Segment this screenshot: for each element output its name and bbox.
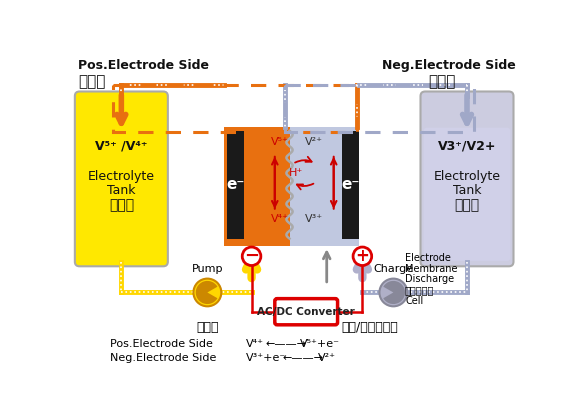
Text: H⁺: H⁺ — [289, 168, 304, 178]
Text: Pump: Pump — [192, 265, 223, 275]
Text: ←——→: ←——→ — [282, 353, 324, 363]
FancyBboxPatch shape — [421, 92, 514, 266]
Text: Electrode: Electrode — [405, 253, 451, 263]
Text: V⁴⁺: V⁴⁺ — [246, 339, 264, 349]
FancyBboxPatch shape — [424, 128, 510, 261]
Text: V²⁺: V²⁺ — [305, 137, 323, 147]
FancyBboxPatch shape — [78, 116, 165, 261]
Bar — [227, 131, 244, 238]
Text: V²⁺: V²⁺ — [317, 353, 335, 363]
Text: V⁵⁺+e⁻: V⁵⁺+e⁻ — [300, 339, 340, 349]
Text: Electrolyte: Electrolyte — [433, 171, 501, 183]
Circle shape — [379, 279, 408, 306]
Text: 电荷泵: 电荷泵 — [196, 321, 219, 334]
Text: Neg.Electrode Side: Neg.Electrode Side — [382, 59, 515, 72]
Text: V⁵⁺: V⁵⁺ — [270, 137, 288, 147]
Text: Tank: Tank — [107, 184, 135, 197]
Text: V⁴⁺: V⁴⁺ — [270, 214, 289, 224]
Text: AC/DC Converter: AC/DC Converter — [257, 307, 355, 317]
FancyBboxPatch shape — [75, 92, 168, 266]
Bar — [342, 131, 359, 238]
Text: −: − — [244, 247, 259, 265]
Text: 负电极: 负电极 — [428, 74, 456, 89]
Bar — [224, 127, 289, 246]
Text: Pos.Electrode Side: Pos.Electrode Side — [78, 59, 209, 72]
Text: Pos.Electrode Side: Pos.Electrode Side — [111, 339, 214, 349]
Text: 电解池: 电解池 — [455, 198, 479, 213]
Bar — [289, 127, 359, 246]
Text: V³⁺: V³⁺ — [305, 214, 323, 224]
Text: 交流/直流转换器: 交流/直流转换器 — [342, 321, 398, 334]
Text: Discharge: Discharge — [405, 275, 454, 285]
Text: V⁵⁺ /V⁴⁺: V⁵⁺ /V⁴⁺ — [95, 140, 148, 153]
Text: e⁻: e⁻ — [226, 177, 245, 192]
Wedge shape — [383, 281, 405, 304]
Wedge shape — [196, 281, 218, 304]
Text: Charge: Charge — [373, 265, 413, 275]
Text: Tank: Tank — [453, 184, 481, 197]
FancyBboxPatch shape — [275, 299, 338, 325]
Circle shape — [193, 279, 222, 306]
Circle shape — [242, 247, 261, 265]
Text: Cell: Cell — [405, 296, 423, 306]
Text: ←——→: ←——→ — [266, 339, 307, 349]
Bar — [113, 84, 357, 132]
Text: Neg.Electrode Side: Neg.Electrode Side — [111, 353, 217, 363]
Bar — [285, 84, 474, 132]
Text: V³⁺+e⁻: V³⁺+e⁻ — [246, 353, 286, 363]
Text: 电解池: 电解池 — [109, 198, 134, 213]
Text: Membrane: Membrane — [405, 264, 457, 274]
Circle shape — [353, 247, 372, 265]
Text: +: + — [355, 247, 369, 265]
Text: Electrolyte: Electrolyte — [88, 171, 155, 183]
Text: V3⁺/V2+: V3⁺/V2+ — [438, 140, 497, 153]
Text: 正电极: 正电极 — [78, 74, 105, 89]
Text: e⁻: e⁻ — [342, 177, 360, 192]
Text: 电极膜放电: 电极膜放电 — [405, 285, 435, 295]
